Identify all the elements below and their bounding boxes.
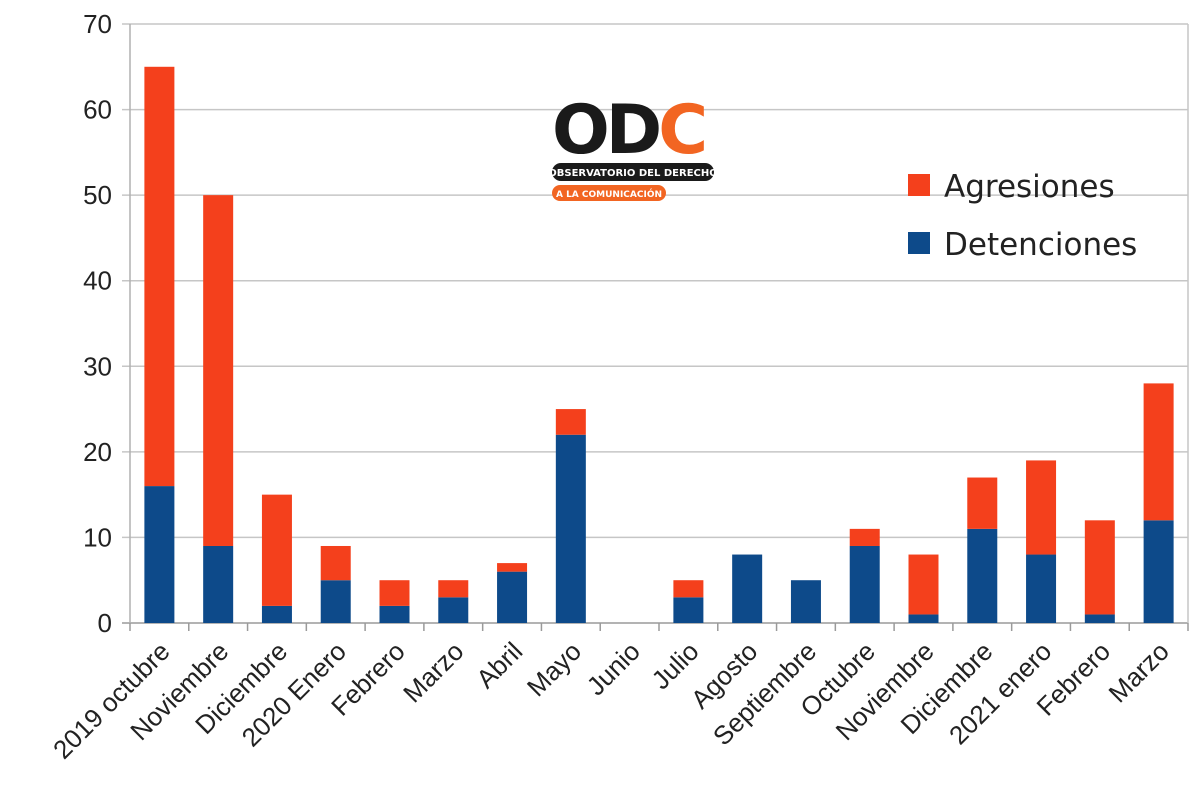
- bar-agresiones: [967, 477, 998, 529]
- bar-detenciones: [967, 528, 998, 623]
- legend: Agresiones Detenciones: [908, 169, 1137, 263]
- bar-agresiones: [261, 494, 292, 606]
- odc-logo: ODC OBSERVATORIO DEL DERECHO A LA COMUNI…: [548, 91, 718, 201]
- y-tick-label: 0: [98, 608, 112, 638]
- bar-agresiones: [908, 554, 939, 615]
- y-tick-label: 40: [83, 266, 112, 296]
- bar-detenciones: [732, 554, 763, 623]
- bar-detenciones: [555, 434, 586, 623]
- logo-letters: ODC: [552, 91, 704, 170]
- bar-agresiones: [438, 580, 469, 598]
- x-tick-label: Marzo: [1103, 636, 1175, 708]
- bar-detenciones: [144, 486, 175, 623]
- bar-detenciones: [438, 597, 469, 623]
- bar-agresiones: [379, 580, 410, 606]
- legend-swatch-agresiones: [908, 174, 930, 196]
- y-tick-label: 70: [83, 9, 112, 39]
- bar-detenciones: [849, 545, 880, 623]
- y-tick-label: 30: [83, 351, 112, 381]
- x-tick-label: Junio: [581, 636, 646, 701]
- bar-detenciones: [320, 580, 351, 623]
- y-tick-label: 20: [83, 437, 112, 467]
- bar-agresiones: [1143, 383, 1174, 521]
- bar-detenciones: [379, 605, 410, 623]
- bar-agresiones: [320, 545, 351, 581]
- logo-line1: OBSERVATORIO DEL DERECHO: [548, 168, 717, 179]
- bar-detenciones: [261, 605, 292, 623]
- bar-detenciones: [1084, 614, 1115, 623]
- y-tick-label: 50: [83, 180, 112, 210]
- bar-agresiones: [555, 409, 586, 435]
- bar-agresiones: [849, 528, 880, 546]
- bar-detenciones: [908, 614, 939, 623]
- x-tick-label: Abril: [470, 636, 528, 694]
- bar-agresiones: [1084, 520, 1115, 615]
- bar-detenciones: [673, 597, 704, 623]
- bar-agresiones: [144, 66, 175, 487]
- bars: [144, 66, 1174, 623]
- legend-label-agresiones: Agresiones: [944, 169, 1115, 205]
- legend-swatch-detenciones: [908, 232, 930, 254]
- bar-agresiones: [1026, 460, 1057, 555]
- x-tick-label: Marzo: [397, 636, 469, 708]
- bar-detenciones: [1143, 520, 1174, 623]
- y-axis: 0 10 20 30 40 50 60 70: [83, 9, 1189, 638]
- logo-banner-dark: [552, 163, 714, 181]
- bar-detenciones: [203, 545, 234, 623]
- logo-banner-accent: [552, 185, 666, 201]
- bar-agresiones: [203, 195, 234, 546]
- bar-detenciones: [790, 580, 821, 623]
- legend-label-detenciones: Detenciones: [944, 227, 1137, 263]
- y-tick-label: 60: [83, 95, 112, 125]
- bar-detenciones: [497, 571, 528, 623]
- bar-agresiones: [673, 580, 704, 598]
- logo-line2: A LA COMUNICACIÓN: [556, 188, 662, 200]
- bar-agresiones: [497, 563, 528, 572]
- bar-detenciones: [1026, 554, 1057, 623]
- y-tick-label: 10: [83, 522, 112, 552]
- x-tick-label: Mayo: [521, 636, 587, 702]
